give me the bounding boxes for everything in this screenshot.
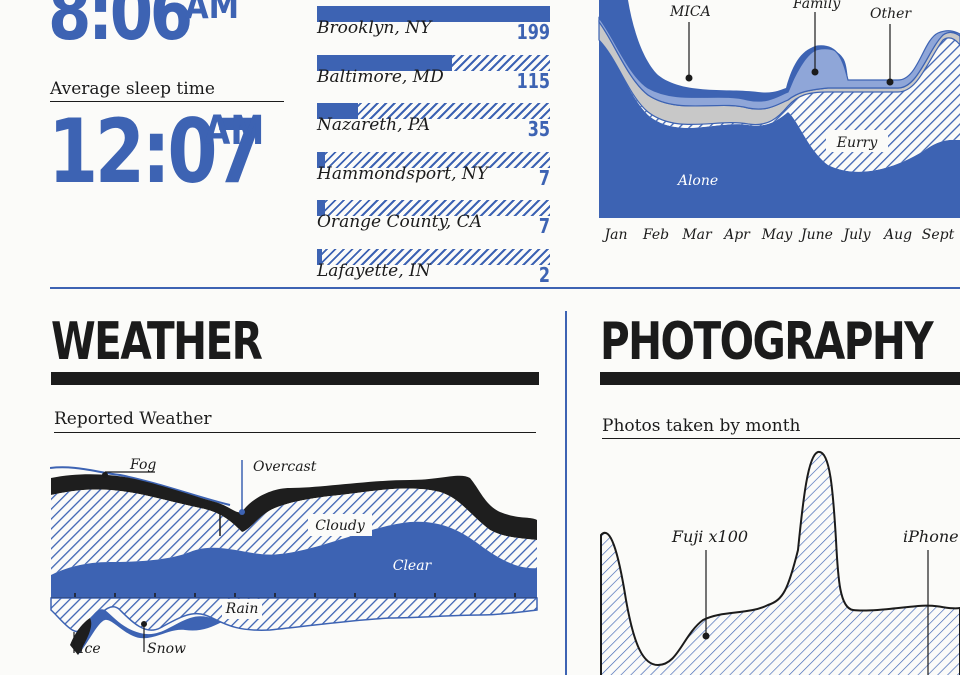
location-city: Orange County, CA <box>317 212 482 232</box>
weather-subtitle: Reported Weather <box>54 409 212 429</box>
label-alone: Alone <box>676 173 718 189</box>
location-bar-track <box>317 151 550 168</box>
month-tick-label: June <box>798 227 833 243</box>
label-ice: Ice <box>78 641 101 657</box>
location-city: Nazareth, PA <box>317 115 431 135</box>
weather-title: WEATHER <box>51 312 263 372</box>
section-divider <box>50 287 960 289</box>
label-overcast: Overcast <box>253 459 317 475</box>
area-mica <box>599 0 848 102</box>
location-count: 7 <box>538 214 550 238</box>
location-count: 7 <box>538 165 550 190</box>
photos-area-chart: Fuji x100 iPhone <box>600 451 960 675</box>
location-bar-track <box>317 248 550 265</box>
photography-subtitle: Photos taken by month <box>602 416 801 436</box>
month-tick-label: Mar <box>681 227 713 243</box>
location-bar-track <box>317 6 550 22</box>
wake-time: 8:06 <box>48 0 193 57</box>
month-tick-label: Jan <box>602 227 628 243</box>
area-cloudy <box>51 488 537 575</box>
weather-area-chart: Fog Overcast Cloudy Clear Rain Ice Snow <box>50 457 538 657</box>
month-axis: Jan Feb Mar Apr May June July Aug Sept <box>602 227 955 243</box>
avg-sleep-rule <box>50 101 284 102</box>
location-count: 199 <box>516 20 550 44</box>
label-fog: Fog <box>129 457 156 473</box>
location-count: 35 <box>527 117 550 141</box>
location-bar-track <box>317 54 550 71</box>
month-tick-label: Feb <box>642 227 669 243</box>
month-tick-label: July <box>840 227 871 243</box>
label-fuji: Fuji x100 <box>671 527 748 546</box>
month-tick-label: Apr <box>722 227 751 243</box>
avg-sleep-label: Average sleep time <box>50 79 215 99</box>
avg-sleep-time: 12:07 <box>48 100 265 203</box>
photography-title: PHOTOGRAPHY <box>600 312 934 372</box>
location-count: 2 <box>538 262 550 287</box>
area-clear <box>51 521 537 598</box>
location-bar <box>317 248 322 265</box>
area-overcast <box>51 474 537 540</box>
location-bar <box>317 6 550 22</box>
label-clear: Clear <box>393 558 433 574</box>
weather-subtitle-rule <box>54 432 536 433</box>
label-iphone: iPhone <box>903 527 959 546</box>
photography-title-rule <box>600 372 960 385</box>
label-cloudy: Cloudy <box>315 518 366 534</box>
area-snow <box>78 609 222 655</box>
location-city: Baltimore, MD <box>317 66 444 87</box>
month-tick-label: Sept <box>922 227 955 243</box>
location-city: Hammondsport, NY <box>317 163 488 184</box>
month-tick-label: Aug <box>882 227 912 243</box>
area-alone <box>599 40 960 218</box>
label-other: Other <box>870 6 912 22</box>
area-ice <box>70 618 92 655</box>
area-photos <box>600 451 960 675</box>
location-city: Lafayette, IN <box>317 260 431 281</box>
label-eurry: Eurry <box>836 135 879 151</box>
location-bar-track <box>317 103 550 119</box>
wake-ampm: AM <box>185 0 240 27</box>
label-mica: MICA <box>669 4 711 20</box>
month-tick-label: May <box>761 227 794 243</box>
location-bar <box>317 54 452 71</box>
location-city: Brooklyn, NY <box>317 18 432 38</box>
location-bar <box>317 200 326 216</box>
weather-title-rule <box>51 372 539 385</box>
avg-sleep-ampm: AM <box>204 108 265 154</box>
company-area-chart: MICA Family Other Eurry Alone Jan Feb Mar A… <box>598 0 960 243</box>
location-bar <box>317 151 326 168</box>
label-snow: Snow <box>147 641 186 657</box>
location-bar-track <box>317 200 550 216</box>
photography-subtitle-rule <box>602 438 960 439</box>
label-rain: Rain <box>225 601 259 617</box>
column-divider <box>565 311 567 675</box>
location-count: 115 <box>516 68 550 93</box>
location-bar <box>317 103 358 119</box>
label-family: Family <box>792 0 841 12</box>
